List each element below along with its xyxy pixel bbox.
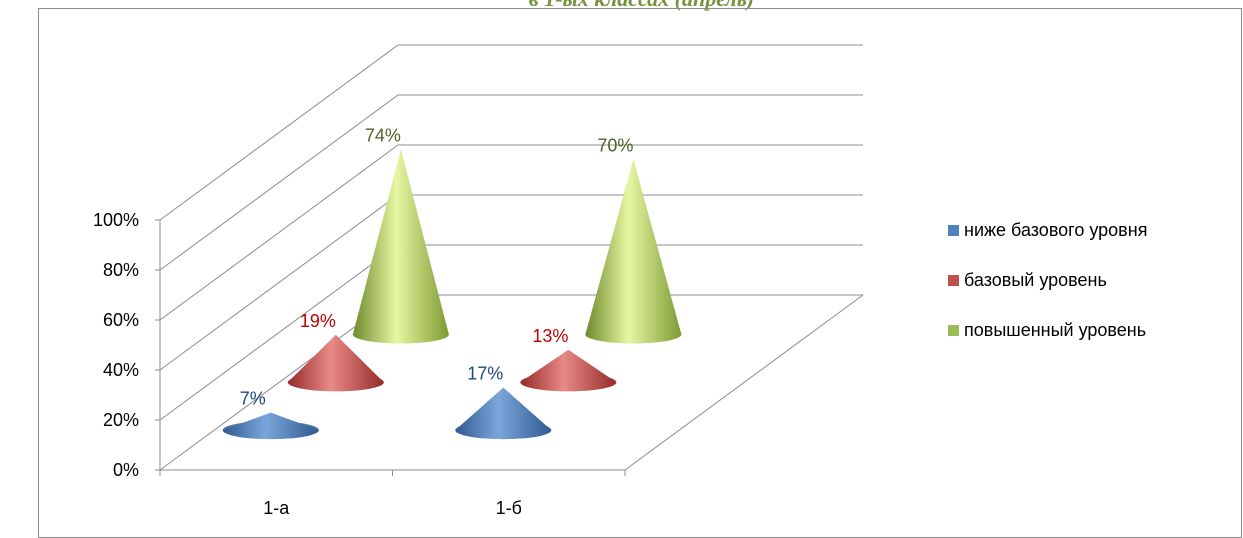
data-label: 70% xyxy=(597,135,633,155)
cone-body xyxy=(352,149,449,344)
cone xyxy=(222,412,319,440)
cone-base xyxy=(222,421,319,440)
y-tick-label: 20% xyxy=(103,410,139,430)
chart-cones xyxy=(222,149,682,440)
legend-item: базовый уровень xyxy=(948,267,1147,293)
y-tick-label: 0% xyxy=(113,460,139,480)
data-label: 74% xyxy=(365,125,401,145)
y-tick-label: 100% xyxy=(93,210,139,230)
legend-label: ниже базового уровня xyxy=(964,219,1148,240)
data-label: 17% xyxy=(467,364,503,384)
chart-title: в 1-ых классах (апрель) xyxy=(0,0,1243,12)
x-tick-label: 1-а xyxy=(263,498,290,518)
cone-base xyxy=(455,421,552,440)
legend-label: повышенный уровень xyxy=(964,319,1147,340)
floor-edge xyxy=(624,294,864,471)
cone-base xyxy=(352,325,449,344)
chart-data-labels: 74% 70% 19% 13% 7% 17% xyxy=(240,125,634,408)
cone xyxy=(455,387,552,440)
legend-item: ниже базового уровня xyxy=(948,217,1147,243)
cone-base xyxy=(287,373,384,392)
legend: ниже базового уровня базовый уровень повыш… xyxy=(948,217,1147,367)
y-tick-label: 80% xyxy=(103,260,139,280)
legend-swatch xyxy=(948,274,959,286)
cone xyxy=(585,159,682,344)
legend-swatch xyxy=(948,224,959,236)
cone-base xyxy=(585,325,682,344)
data-label: 19% xyxy=(300,311,336,331)
chart-axes: 0% 20% 40% 60% 80% 100% 1-а 1-б xyxy=(93,210,626,518)
data-label: 7% xyxy=(240,389,266,409)
gridline xyxy=(159,294,863,471)
x-tick-label: 1-б xyxy=(496,498,522,518)
legend-item: повышенный уровень xyxy=(948,317,1147,343)
gridline xyxy=(159,194,863,371)
y-tick-label: 40% xyxy=(103,360,139,380)
cone xyxy=(520,349,617,392)
y-tick-label: 60% xyxy=(103,310,139,330)
legend-label: базовый уровень xyxy=(964,269,1107,290)
gridline xyxy=(159,44,863,221)
cone-body xyxy=(585,159,682,344)
gridline xyxy=(159,94,863,271)
cone xyxy=(352,149,449,344)
data-label: 13% xyxy=(532,326,568,346)
cone xyxy=(287,334,384,392)
legend-swatch xyxy=(948,324,959,336)
gridline xyxy=(159,144,863,321)
cone-base xyxy=(520,373,617,392)
